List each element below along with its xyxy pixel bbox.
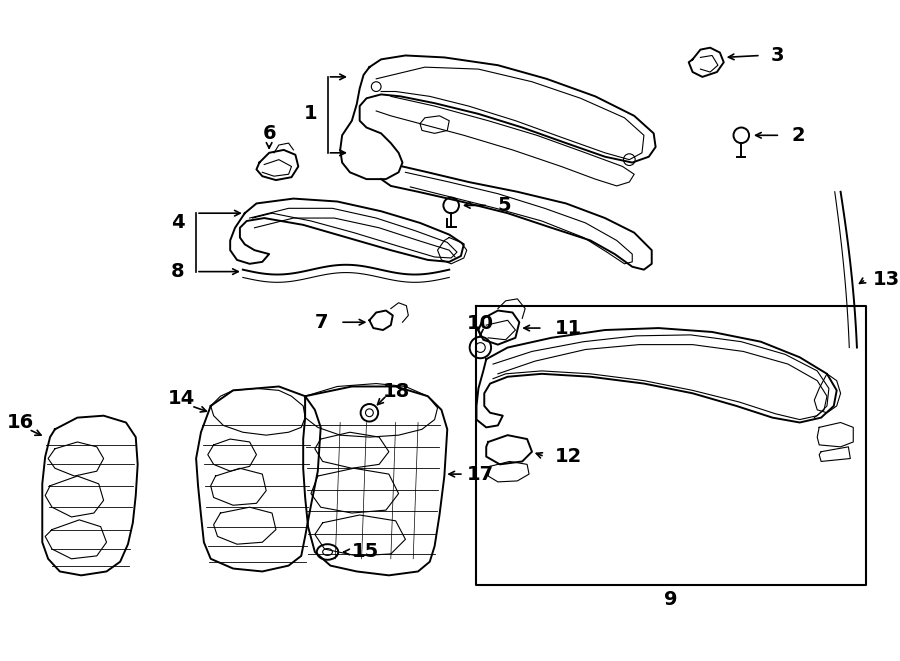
- Text: 2: 2: [792, 126, 806, 145]
- Text: 5: 5: [498, 196, 511, 215]
- Text: 1: 1: [304, 104, 318, 124]
- Text: 13: 13: [873, 270, 900, 289]
- Text: 3: 3: [770, 46, 784, 65]
- Text: 7: 7: [315, 313, 328, 332]
- Text: 8: 8: [171, 262, 184, 281]
- Text: 12: 12: [554, 447, 581, 466]
- Text: 6: 6: [262, 124, 276, 143]
- Text: 11: 11: [554, 319, 581, 338]
- Text: 14: 14: [168, 389, 195, 408]
- Text: 16: 16: [7, 413, 34, 432]
- Text: 9: 9: [664, 590, 678, 609]
- Text: 4: 4: [171, 214, 184, 233]
- Text: 17: 17: [467, 465, 494, 484]
- Text: 10: 10: [467, 314, 494, 332]
- Text: 18: 18: [383, 382, 410, 401]
- Text: 15: 15: [352, 543, 379, 561]
